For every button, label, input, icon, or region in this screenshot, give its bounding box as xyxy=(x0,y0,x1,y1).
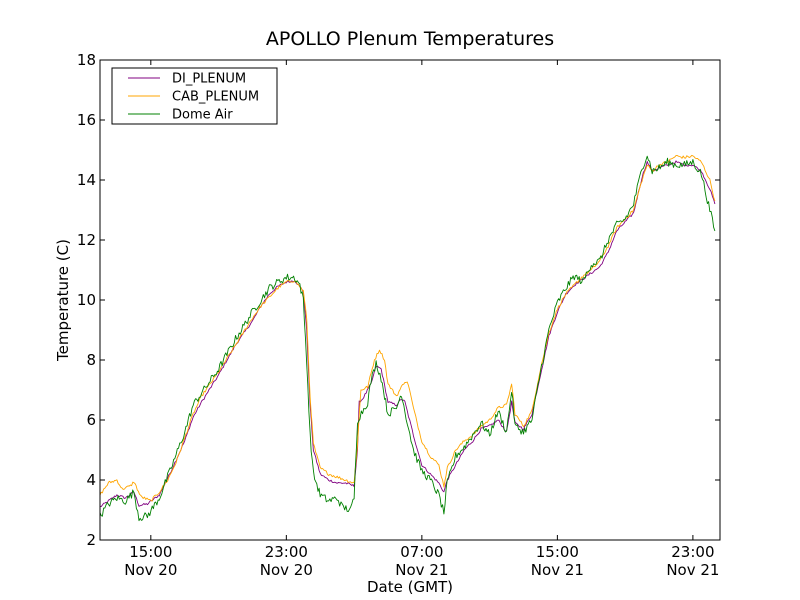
legend-label: CAB_PLENUM xyxy=(172,90,259,105)
x-tick-label-date: Nov 21 xyxy=(395,561,448,579)
y-axis-label: Temperature (C) xyxy=(54,239,72,362)
x-tick-label-time: 15:00 xyxy=(129,543,172,561)
y-tick-label: 10 xyxy=(77,291,96,309)
x-tick-label-date: Nov 21 xyxy=(666,561,719,579)
x-tick-label-time: 07:00 xyxy=(400,543,443,561)
series-layer xyxy=(100,154,716,522)
chart-title: APOLLO Plenum Temperatures xyxy=(266,28,554,50)
y-tick-label: 16 xyxy=(77,111,96,129)
series-line-dome-air xyxy=(100,155,716,522)
x-tick-label-time: 15:00 xyxy=(536,543,579,561)
y-tick-label: 18 xyxy=(77,51,96,69)
y-tick-label: 8 xyxy=(86,351,96,369)
y-tick-label: 12 xyxy=(77,231,96,249)
y-axis: 2 4 6 8 10 12 14 16 18 xyxy=(77,51,720,549)
x-axis-label: Date (GMT) xyxy=(367,578,453,596)
x-tick-label-date: Nov 20 xyxy=(124,561,177,579)
y-tick-label: 2 xyxy=(86,531,96,549)
x-tick-label-time: 23:00 xyxy=(265,543,308,561)
y-tick-label: 6 xyxy=(86,411,96,429)
series-line-cab-plenum xyxy=(100,154,716,502)
legend: DI_PLENUM CAB_PLENUM Dome Air xyxy=(111,67,278,125)
y-tick-label: 14 xyxy=(77,171,96,189)
legend-label: DI_PLENUM xyxy=(172,72,246,87)
plot-area xyxy=(99,59,721,541)
y-tick-label: 4 xyxy=(86,471,96,489)
x-tick-label-date: Nov 20 xyxy=(260,561,313,579)
x-tick-label-time: 23:00 xyxy=(671,543,714,561)
legend-label: Dome Air xyxy=(172,108,233,123)
x-tick-label-date: Nov 21 xyxy=(531,561,584,579)
series-line-di-plenum xyxy=(100,160,716,508)
